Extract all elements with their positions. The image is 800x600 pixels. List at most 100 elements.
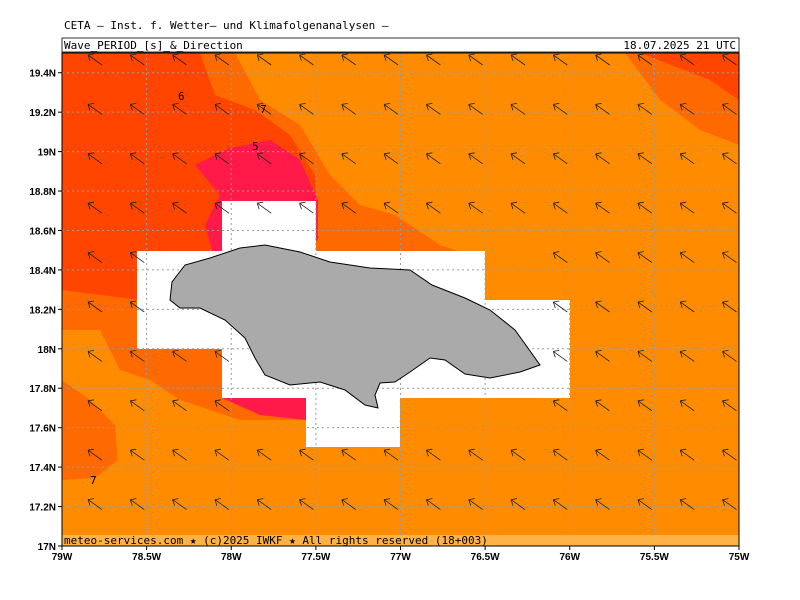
- arrow: [87, 399, 103, 412]
- arrow: [510, 152, 526, 165]
- arrow: [129, 300, 145, 313]
- arrow: [299, 152, 314, 165]
- arrow: [129, 53, 145, 66]
- footer-strip: [62, 535, 739, 546]
- arrow: [552, 53, 568, 66]
- contour-label: 6: [178, 90, 185, 103]
- arrow: [722, 53, 737, 66]
- title: CETA – Inst. f. Wetter– und Klimafolgena…: [64, 19, 389, 32]
- arrow: [722, 300, 737, 313]
- arrow: [383, 152, 399, 165]
- arrow: [172, 103, 187, 115]
- arrow: [722, 350, 737, 362]
- lat-tick-label: 17.2N: [29, 503, 56, 514]
- arrow: [256, 103, 272, 115]
- arrow: [256, 152, 272, 165]
- arrow: [129, 103, 145, 115]
- arrow: [637, 53, 653, 66]
- arrow: [595, 53, 610, 66]
- arrow: [341, 152, 357, 165]
- arrow: [722, 152, 737, 165]
- contour-label: 7: [90, 474, 97, 487]
- arrow: [256, 498, 272, 510]
- arrow: [552, 152, 568, 165]
- arrow: [299, 201, 314, 214]
- arrow: [679, 350, 695, 362]
- arrow: [299, 103, 314, 115]
- arrow: [426, 498, 441, 510]
- arrow: [129, 152, 145, 165]
- arrow: [679, 251, 695, 263]
- lon-tick-label: 77.5W: [301, 552, 330, 563]
- arrow: [637, 498, 653, 510]
- arrow: [637, 399, 653, 412]
- arrow: [722, 251, 737, 263]
- arrow: [468, 103, 483, 115]
- arrow: [595, 498, 610, 510]
- contour-label: 5: [252, 140, 259, 153]
- arrow: [426, 448, 441, 461]
- lat-tick-label: 18.6N: [29, 226, 56, 237]
- arrow: [87, 350, 103, 362]
- arrow: [510, 103, 526, 115]
- arrow: [172, 201, 187, 214]
- arrow: [214, 448, 230, 461]
- header-box: [61, 37, 740, 53]
- arrow: [595, 448, 610, 461]
- arrow: [679, 103, 695, 115]
- lon-tick-label: 79W: [52, 552, 73, 563]
- field-name: Wave_PERIOD_[s]_&_Direction: [64, 39, 243, 52]
- arrow: [595, 201, 610, 214]
- arrow: [129, 251, 145, 263]
- arrow: [468, 448, 483, 461]
- arrow: [595, 251, 610, 263]
- arrow: [637, 152, 653, 165]
- lat-tick-label: 19.2N: [29, 108, 56, 119]
- arrow: [552, 399, 568, 412]
- arrow: [426, 201, 441, 214]
- lon-tick-label: 78W: [221, 552, 242, 563]
- arrow: [722, 201, 737, 214]
- arrow: [722, 498, 737, 510]
- arrow: [214, 103, 230, 115]
- arrow: [510, 53, 526, 66]
- arrow: [637, 300, 653, 313]
- arrow: [722, 448, 737, 461]
- arrow: [214, 350, 230, 362]
- arrow: [299, 498, 314, 510]
- arrow: [679, 201, 695, 214]
- arrow: [426, 103, 441, 115]
- arrow: [426, 152, 441, 165]
- arrow: [256, 448, 272, 461]
- arrow: [87, 448, 103, 461]
- lat-tick-label: 19N: [38, 148, 56, 159]
- arrow: [595, 350, 610, 362]
- arrow: [341, 201, 357, 214]
- valid-time: 18.07.2025 21 UTC: [623, 39, 736, 52]
- lat-tick-label: 19.4N: [29, 69, 56, 80]
- arrow: [637, 251, 653, 263]
- arrow: [341, 448, 357, 461]
- lat-tick-label: 18.4N: [29, 266, 56, 277]
- contour-label: 7: [260, 103, 267, 116]
- arrow: [129, 350, 145, 362]
- arrow: [299, 448, 314, 461]
- arrow: [722, 103, 737, 115]
- arrow: [595, 152, 610, 165]
- lon-tick-label: 75.5W: [640, 552, 669, 563]
- arrow: [383, 498, 399, 510]
- arrow: [510, 201, 526, 214]
- arrow: [129, 399, 145, 412]
- arrow: [299, 53, 314, 66]
- arrow: [637, 103, 653, 115]
- arrow: [468, 201, 483, 214]
- lon-tick-label: 76.5W: [471, 552, 500, 563]
- arrow: [637, 448, 653, 461]
- band-6c: [640, 53, 739, 100]
- arrow: [468, 498, 483, 510]
- arrow: [468, 152, 483, 165]
- arrow: [383, 103, 399, 115]
- arrow: [383, 201, 399, 214]
